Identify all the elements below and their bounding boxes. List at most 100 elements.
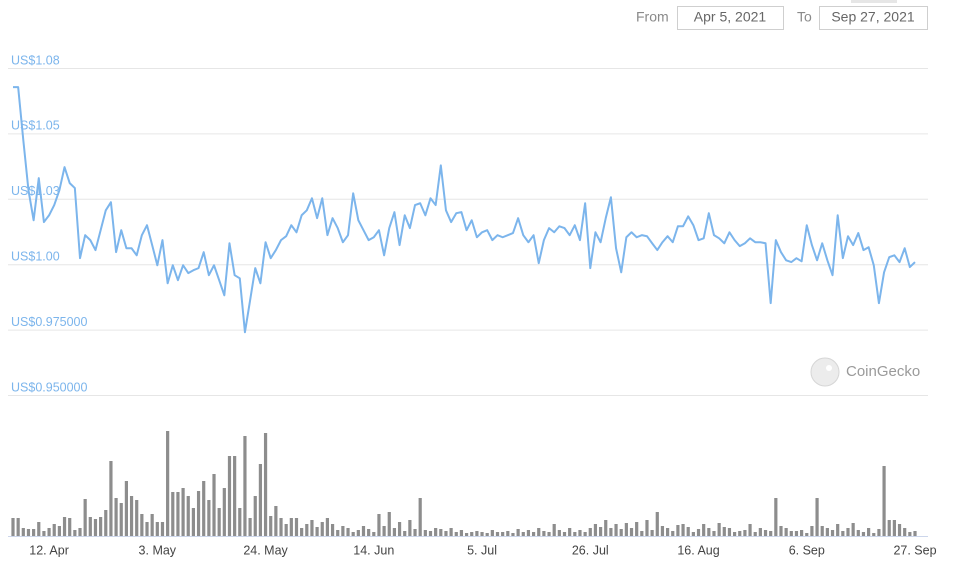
watermark-text: CoinGecko bbox=[846, 363, 920, 380]
volume-bar bbox=[660, 526, 665, 536]
volume-bar bbox=[537, 528, 541, 536]
volume-bar bbox=[897, 524, 902, 536]
volume-bar bbox=[119, 503, 123, 536]
volume-bar bbox=[583, 532, 587, 536]
volume-bar bbox=[547, 532, 551, 536]
volume-bar bbox=[238, 508, 242, 536]
volume-bar bbox=[903, 528, 907, 536]
to-value[interactable]: Sep 27, 2021 bbox=[831, 9, 915, 25]
volume-bar bbox=[88, 517, 92, 536]
x-tick-label: 24. May bbox=[243, 543, 288, 557]
volume-bar bbox=[872, 533, 876, 536]
volume-bar bbox=[341, 526, 345, 536]
to-input[interactable] bbox=[819, 6, 928, 30]
volume-bar bbox=[908, 532, 912, 536]
volume-bar bbox=[408, 520, 412, 536]
x-tick-label: 6. Sep bbox=[789, 543, 825, 557]
volume-bar bbox=[140, 514, 144, 536]
volume-bar bbox=[274, 506, 278, 536]
volume-bar bbox=[68, 518, 72, 536]
volume-bar bbox=[181, 488, 185, 536]
volume-bar bbox=[248, 518, 252, 536]
volume-bar bbox=[37, 522, 41, 536]
volume-bar bbox=[800, 530, 804, 536]
volume-bar bbox=[861, 532, 866, 536]
volume-bar bbox=[145, 522, 149, 536]
volume-bar bbox=[913, 531, 917, 536]
volume-bar bbox=[454, 532, 458, 536]
volume-bar bbox=[635, 522, 639, 536]
volume-bar bbox=[557, 530, 561, 536]
volume-bar bbox=[196, 491, 201, 536]
volume-bar bbox=[805, 533, 809, 536]
volume-bar bbox=[397, 522, 402, 536]
volume-bar bbox=[748, 524, 752, 536]
volume-bar bbox=[78, 528, 82, 536]
volume-bar bbox=[464, 533, 469, 536]
volume-bar bbox=[351, 532, 355, 536]
volume-bar bbox=[629, 528, 634, 536]
volume-bar bbox=[191, 508, 195, 536]
volume-bar bbox=[485, 533, 489, 536]
volume-bar bbox=[691, 532, 695, 536]
volume-bar bbox=[655, 512, 659, 536]
volume-bar bbox=[166, 431, 170, 536]
y-tick-label: US$0.950000 bbox=[11, 380, 88, 394]
volume-bar bbox=[176, 492, 180, 536]
volume-bar bbox=[841, 531, 845, 536]
x-tick-label: 5. Jul bbox=[467, 543, 497, 557]
volume-bar bbox=[356, 530, 360, 536]
volume-bar bbox=[707, 528, 711, 536]
volume-bar bbox=[155, 522, 159, 536]
volume-bar bbox=[21, 528, 25, 536]
volume-bar bbox=[11, 518, 15, 536]
y-tick-label: US$1.00 bbox=[11, 249, 60, 263]
volume-bar bbox=[258, 464, 263, 536]
volume-bar bbox=[470, 532, 474, 536]
volume-bar bbox=[449, 528, 453, 536]
volume-bar bbox=[428, 531, 433, 536]
volume-bar bbox=[733, 532, 737, 536]
volume-bar bbox=[676, 525, 680, 536]
volume-bar bbox=[202, 481, 206, 536]
volume-bar bbox=[47, 528, 51, 536]
volume-bar bbox=[614, 524, 618, 536]
volume-bar bbox=[598, 527, 603, 536]
volume-bar bbox=[846, 528, 850, 536]
volume-bar bbox=[305, 524, 309, 536]
from-input[interactable] bbox=[677, 6, 784, 30]
volume-bar bbox=[671, 531, 675, 536]
volume-bar bbox=[712, 531, 716, 536]
volume-bar bbox=[475, 531, 479, 536]
volume-bar bbox=[459, 530, 464, 536]
scrollbar-stub bbox=[851, 0, 897, 3]
volume-bar bbox=[73, 530, 77, 536]
volume-bar bbox=[310, 520, 314, 536]
volume-bar bbox=[32, 529, 36, 536]
volume-bar bbox=[758, 528, 762, 536]
volume-bar bbox=[93, 519, 98, 536]
volume-bar bbox=[665, 528, 670, 536]
volume-bar bbox=[753, 532, 757, 536]
volume-bar bbox=[810, 526, 814, 536]
volume-bar bbox=[382, 526, 386, 536]
volume-bar bbox=[495, 532, 500, 536]
volume-bar bbox=[392, 528, 397, 536]
volume-bar bbox=[743, 530, 747, 536]
volume-bar bbox=[516, 529, 520, 536]
volume-bar bbox=[763, 530, 768, 536]
volume-bar bbox=[650, 530, 654, 536]
volume-bar bbox=[542, 531, 546, 536]
from-value[interactable]: Apr 5, 2021 bbox=[694, 9, 767, 25]
volume-bar bbox=[794, 531, 799, 536]
volume-bar bbox=[645, 520, 649, 536]
volume-bar bbox=[851, 523, 855, 536]
volume-bar bbox=[57, 526, 61, 536]
volume-bar bbox=[377, 514, 381, 536]
volume-bar bbox=[815, 498, 819, 536]
volume-bar bbox=[501, 532, 505, 536]
volume-bar bbox=[830, 530, 835, 536]
volume-bar bbox=[439, 529, 443, 536]
volume-bar bbox=[186, 496, 190, 536]
